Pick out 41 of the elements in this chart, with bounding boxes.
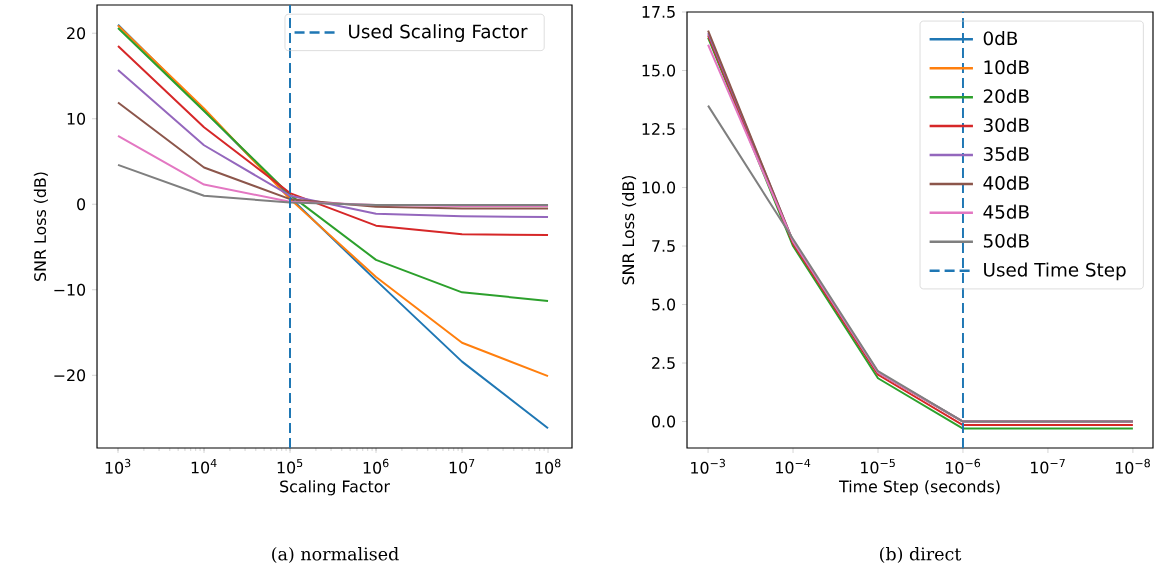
legend-label: 10dB <box>984 59 1029 75</box>
x-tick-label: 10$^{8}$ <box>535 458 561 474</box>
legend-label: 30dB <box>983 117 1029 133</box>
text: (a) normalised <box>272 546 399 563</box>
y-tick-label: 12.5 <box>642 123 675 136</box>
y-tick-label: 10 <box>67 112 86 125</box>
x-tick-label: 10$^{5}$ <box>277 458 303 474</box>
legend-label: 35dB <box>983 146 1029 161</box>
legend-label: 20dB <box>983 88 1029 104</box>
x-tick-label: 10$^{−8}$ <box>1115 458 1150 474</box>
x-tick-label: 10$^{7}$ <box>449 458 475 474</box>
y-axis-title: SNR Loss (dB) <box>33 172 48 281</box>
y-tick-label: −10 <box>54 283 86 296</box>
x-tick-label: 10$^{−3}$ <box>691 458 726 474</box>
x-axis-title: Scaling Factor <box>280 480 390 496</box>
y-tick-label: 20 <box>67 27 86 40</box>
y-tick-label: 0.0 <box>651 415 676 428</box>
x-tick-label: 10$^{−5}$ <box>861 458 895 474</box>
x-tick-label: 10$^{−4}$ <box>776 458 811 474</box>
legend-label: 0dB <box>983 31 1018 46</box>
ref-line-label: Used Time Step <box>984 262 1126 281</box>
y-tick-label: −20 <box>54 369 86 382</box>
x-tick-label: 10$^{4}$ <box>191 458 217 474</box>
legend-label: 50dB <box>983 233 1029 248</box>
ref-line-label: Used Scaling Factor <box>349 24 528 42</box>
text: (b) direct <box>880 546 962 563</box>
x-tick-label: 10$^{3}$ <box>105 458 131 474</box>
x-axis-title: Time Step (seconds) <box>838 480 1000 496</box>
x-tick-label: 10$^{6}$ <box>363 458 389 474</box>
y-tick-label: 5.0 <box>652 298 676 311</box>
legend-label: 40dB <box>983 175 1029 190</box>
y-tick-label: 17.5 <box>642 6 675 18</box>
y-axis-title: SNR Loss (dB) <box>621 175 637 285</box>
x-tick-label: 10$^{−6}$ <box>946 458 981 474</box>
legend-label: 45dB <box>983 204 1029 219</box>
y-tick-label: 15.0 <box>642 64 676 77</box>
x-tick-label: 10$^{−7}$ <box>1031 458 1065 474</box>
y-tick-label: 2.5 <box>652 357 675 370</box>
y-tick-label: 10.0 <box>642 181 676 194</box>
y-tick-label: 0 <box>77 198 86 211</box>
y-tick-label: 7.5 <box>652 240 675 252</box>
